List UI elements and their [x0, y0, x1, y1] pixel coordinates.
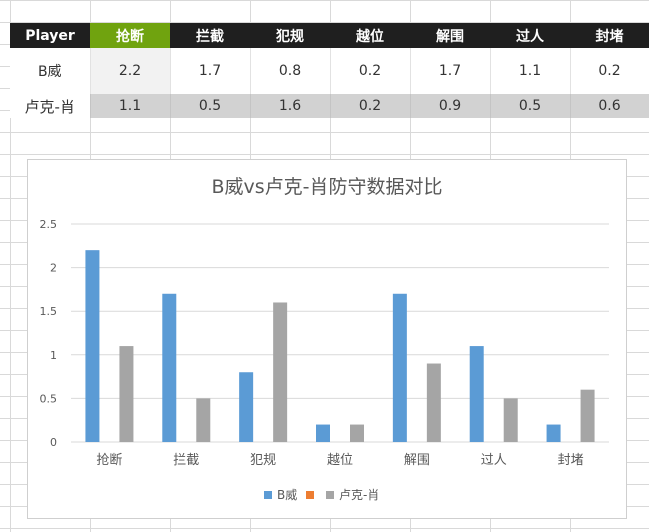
- y-tick-label: 1.5: [40, 305, 58, 318]
- header-cell[interactable]: 犯规: [250, 23, 330, 48]
- data-cell[interactable]: 0.5: [170, 94, 251, 118]
- y-tick-label: 0: [50, 436, 57, 449]
- x-category-label: 封堵: [558, 453, 584, 468]
- bar-series-2: [503, 398, 518, 442]
- legend-label: B威: [277, 488, 297, 502]
- header-cell[interactable]: 拦截: [170, 23, 250, 48]
- bar-series-2: [273, 302, 288, 442]
- chart-title: B威vs卢克-肖防守数据对比: [211, 176, 443, 198]
- bar-series-1: [239, 372, 254, 442]
- table-header-row: Player 抢断 拦截 犯规 越位 解围 过人 封堵: [10, 23, 649, 48]
- data-cell[interactable]: 0.2: [570, 48, 649, 94]
- bar-series-1: [546, 424, 561, 442]
- x-category-label: 拦截: [173, 453, 199, 468]
- data-cell[interactable]: 0.5: [490, 94, 571, 118]
- bar-series-1: [469, 346, 484, 442]
- data-cell[interactable]: 1.1: [90, 94, 171, 118]
- header-cell-selected[interactable]: 抢断: [90, 23, 170, 48]
- legend-swatch: [326, 491, 334, 499]
- data-table: Player 抢断 拦截 犯规 越位 解围 过人 封堵 B威 2.2 1.7 0…: [10, 23, 649, 118]
- data-cell[interactable]: 1.6: [250, 94, 331, 118]
- header-cell-player[interactable]: Player: [10, 23, 90, 48]
- header-cell[interactable]: 封堵: [570, 23, 649, 48]
- bar-series-1: [392, 293, 407, 442]
- data-cell[interactable]: 0.8: [250, 48, 331, 94]
- data-cell[interactable]: 1.7: [410, 48, 491, 94]
- legend-label: 卢克-肖: [339, 487, 379, 502]
- data-cell[interactable]: 0.2: [330, 94, 411, 118]
- table-row: B威 2.2 1.7 0.8 0.2 1.7 1.1 0.2: [10, 48, 649, 94]
- data-cell[interactable]: 1.7: [170, 48, 251, 94]
- bar-series-2: [580, 389, 595, 442]
- y-tick-label: 0.5: [40, 392, 58, 405]
- bar-chart: 0 0.5 1 1.5 2 2.5 抢断 拦截 犯规 越位 解围 过人 封堵 B威 卢克-肖: [40, 218, 609, 502]
- player-name-cell[interactable]: 卢克-肖: [10, 94, 91, 118]
- header-cell[interactable]: 解围: [410, 23, 490, 48]
- data-cell[interactable]: 0.6: [570, 94, 649, 118]
- data-cell[interactable]: 0.9: [410, 94, 491, 118]
- chart-container[interactable]: B威vs卢克-肖防守数据对比 0 0.5 1 1.5 2 2.5 抢断 拦截 犯规 越位 解围 过人 封…: [27, 159, 627, 519]
- x-category-label: 犯规: [250, 453, 276, 468]
- y-tick-label: 1: [50, 349, 57, 362]
- bar-series-2: [196, 398, 211, 442]
- x-category-label: 越位: [327, 453, 353, 468]
- bar-series-1: [162, 293, 177, 442]
- data-cell[interactable]: 2.2: [90, 48, 171, 94]
- bar-series-2: [350, 424, 364, 442]
- table-row: 卢克-肖 1.1 0.5 1.6 0.2 0.9 0.5 0.6: [10, 94, 649, 118]
- bar-series-2: [426, 363, 441, 442]
- bar-series-1: [85, 250, 100, 442]
- bar-series-1: [316, 424, 330, 442]
- x-category-label: 解围: [404, 453, 430, 468]
- data-cell[interactable]: 0.2: [330, 48, 411, 94]
- legend-swatch: [306, 491, 314, 499]
- y-tick-label: 2: [50, 262, 57, 275]
- header-cell[interactable]: 越位: [330, 23, 410, 48]
- player-name-cell[interactable]: B威: [10, 48, 91, 94]
- x-category-label: 抢断: [96, 452, 122, 468]
- data-cell[interactable]: 1.1: [490, 48, 571, 94]
- x-category-label: 过人: [481, 453, 507, 468]
- y-tick-label: 2.5: [40, 218, 58, 231]
- bar-series-2: [119, 346, 134, 442]
- header-cell[interactable]: 过人: [490, 23, 570, 48]
- legend-swatch: [264, 491, 272, 499]
